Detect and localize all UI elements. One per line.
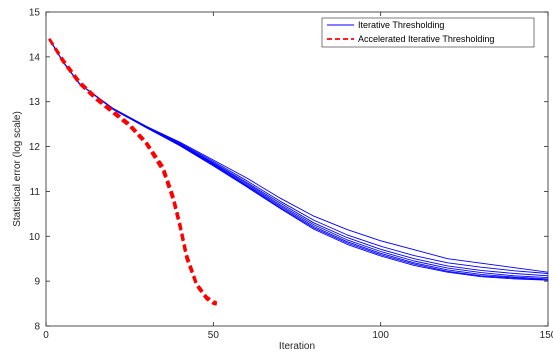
- x-tick-label: 150: [540, 330, 553, 341]
- y-tick-label: 10: [29, 232, 41, 243]
- y-tick-label: 9: [34, 277, 40, 288]
- legend-label-iterative: Iterative Thresholding: [358, 20, 444, 30]
- y-tick-label: 14: [29, 52, 41, 63]
- y-axis-label: Statistical error (log scale): [12, 111, 23, 227]
- y-tick-label: 15: [29, 8, 41, 19]
- y-tick-label: 12: [29, 142, 41, 153]
- x-tick-label: 0: [43, 330, 49, 341]
- y-tick-label: 13: [29, 97, 41, 108]
- legend: Iterative Thresholding Accelerated Itera…: [322, 18, 534, 47]
- y-tick-label: 11: [30, 187, 41, 198]
- y-tick-label: 8: [34, 322, 40, 333]
- x-tick-label: 50: [208, 330, 220, 341]
- x-axis-label: Iteration: [279, 341, 315, 352]
- legend-label-accelerated: Accelerated Iterative Thresholding: [358, 34, 494, 44]
- plot-area: [46, 12, 548, 326]
- x-tick-label: 100: [372, 330, 389, 341]
